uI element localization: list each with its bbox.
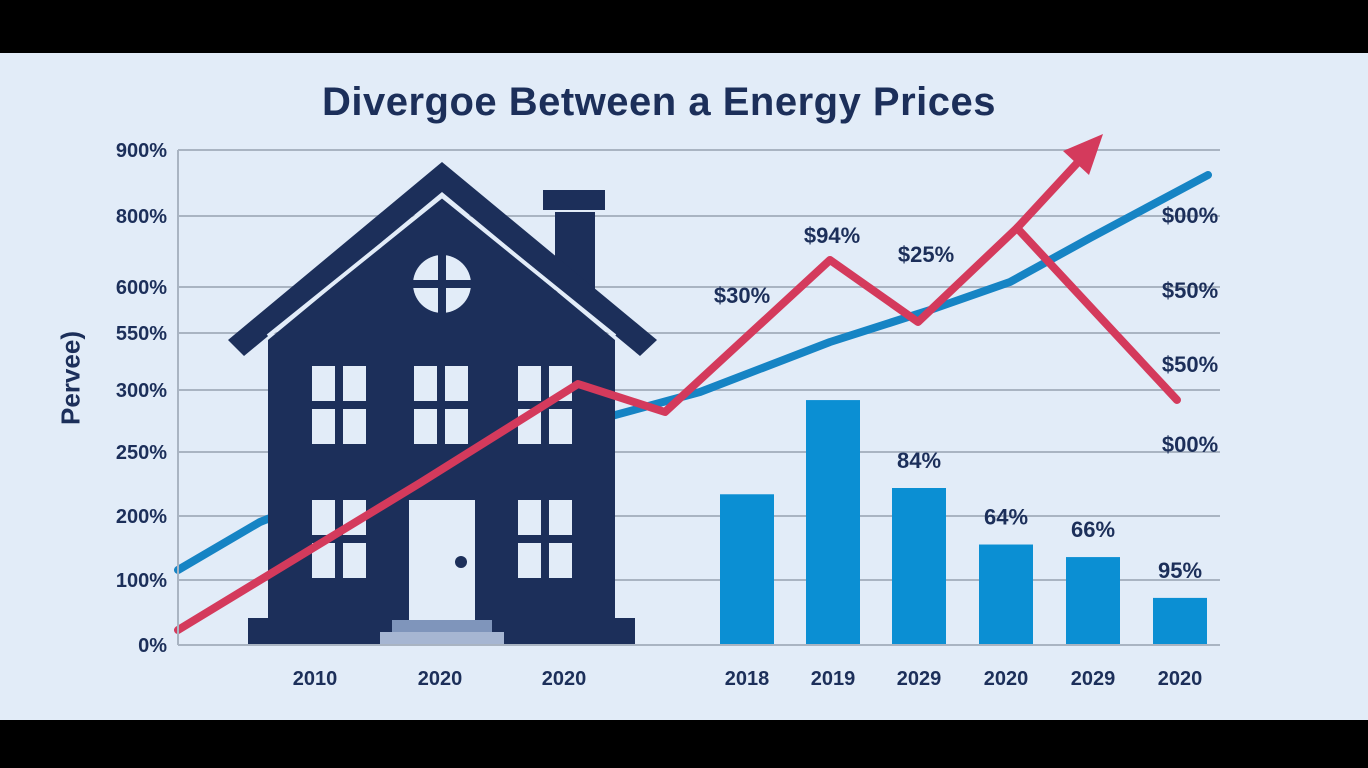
line-value-label: $30% (714, 283, 770, 308)
x-tick-label: 2018 (725, 668, 770, 690)
bar-value-label: 64% (984, 505, 1028, 530)
x-tick-label: 2020 (1158, 668, 1203, 690)
bar (720, 494, 774, 645)
x-tick-label: 2020 (418, 668, 463, 690)
right-axis-label: $00% (1162, 432, 1218, 457)
bar-value-label: 95% (1158, 558, 1202, 583)
x-tick-label: 2029 (1071, 668, 1116, 690)
right-axis-label: $50% (1162, 352, 1218, 377)
x-tick-label: 2010 (293, 668, 338, 690)
y-axis-ticks: 0% 100% 200% 250% 300% 550% 600% 800% 900% (116, 140, 167, 657)
bar (892, 488, 946, 645)
chart-panel (0, 53, 1368, 720)
x-tick-label: 2020 (542, 668, 587, 690)
red-arrow-head (1063, 134, 1103, 175)
red-trend-line (174, 134, 1181, 634)
house-roof-trim (266, 193, 617, 338)
house-chimney-cap (543, 190, 605, 210)
right-axis-label: $50% (1162, 278, 1218, 303)
bar (979, 544, 1033, 645)
axes (177, 150, 1220, 646)
y-tick-label: 800% (116, 206, 167, 228)
y-tick-label: 250% (116, 442, 167, 464)
bar (806, 400, 860, 645)
x-tick-label: 2029 (897, 668, 942, 690)
y-tick-label: 550% (116, 323, 167, 345)
data-labels: 84% 64% 66% 95% $30% $94% $25% $00% $50% $50% $00% (714, 203, 1218, 583)
house-window-mullion (518, 535, 572, 543)
red-line-path (174, 224, 1181, 634)
bar-series (720, 400, 1207, 645)
line-value-label: $94% (804, 223, 860, 248)
house-step (380, 632, 504, 645)
y-tick-label: 900% (116, 140, 167, 162)
y-tick-label: 600% (116, 277, 167, 299)
right-axis-label: $00% (1162, 203, 1218, 228)
bar-value-label: 84% (897, 448, 941, 473)
x-tick-label: 2020 (984, 668, 1029, 690)
y-tick-label: 100% (116, 570, 167, 592)
house-step (392, 620, 492, 632)
chart-title: Divergoe Between a Energy Prices (321, 80, 997, 124)
x-tick-label: 2019 (811, 668, 856, 690)
y-tick-label: 0% (138, 635, 167, 657)
bar (1153, 597, 1207, 645)
house-window-mullion (414, 401, 468, 409)
house-icon (228, 162, 657, 645)
bar (1066, 557, 1120, 645)
house-round-window-bar (413, 280, 471, 288)
house-door-knob (455, 556, 467, 568)
house-window-mullion (312, 535, 366, 543)
x-axis-ticks: 2010 2020 2020 2018 2019 2029 2020 2029 2020 (293, 668, 1203, 690)
y-tick-label: 300% (116, 380, 167, 402)
red-arrow-shaft (1013, 156, 1084, 232)
house-window-mullion (312, 401, 366, 409)
bar-value-label: 66% (1071, 517, 1115, 542)
line-value-label: $25% (898, 242, 954, 267)
y-tick-label: 200% (116, 506, 167, 528)
